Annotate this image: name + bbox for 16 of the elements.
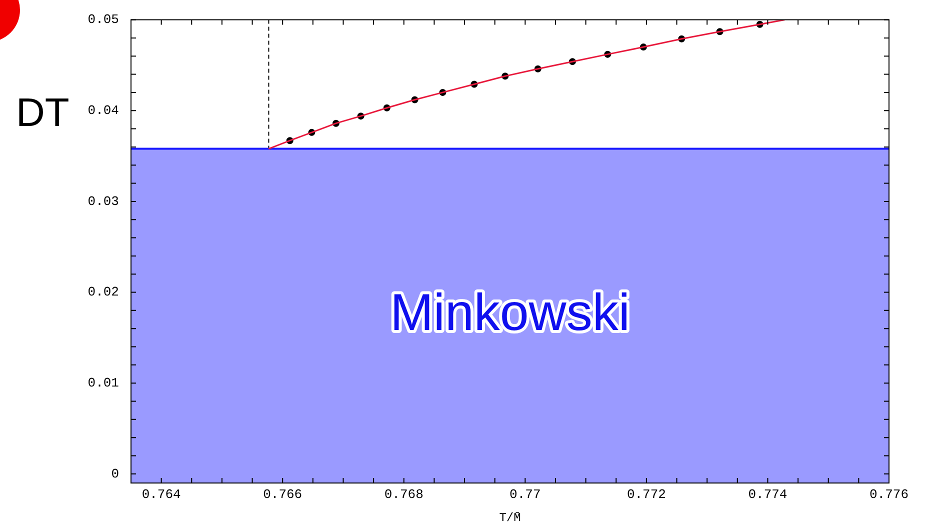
x-tick-label: 0.766	[263, 487, 302, 502]
y-tick-label: 0.03	[88, 194, 119, 209]
y-tick-label: 0	[111, 466, 119, 482]
y-tick-label: 0.04	[88, 103, 120, 118]
y-tick-label: 0.05	[88, 12, 119, 28]
x-tick-label: 0.764	[142, 487, 182, 502]
x-tick-label: 0.768	[384, 487, 424, 502]
x-axis-title: T/M̄	[499, 510, 521, 525]
x-tick-label: 0.77	[510, 487, 541, 502]
band-label: Minkowski	[390, 284, 630, 342]
x-tick-label: 0.772	[626, 487, 666, 502]
x-tick-label: 0.776	[869, 487, 909, 502]
x-tick-label: 0.774	[748, 487, 788, 502]
text: DT	[16, 90, 70, 135]
y-tick-label: 0.02	[88, 284, 119, 300]
y-tick-label: 0.01	[88, 376, 120, 391]
